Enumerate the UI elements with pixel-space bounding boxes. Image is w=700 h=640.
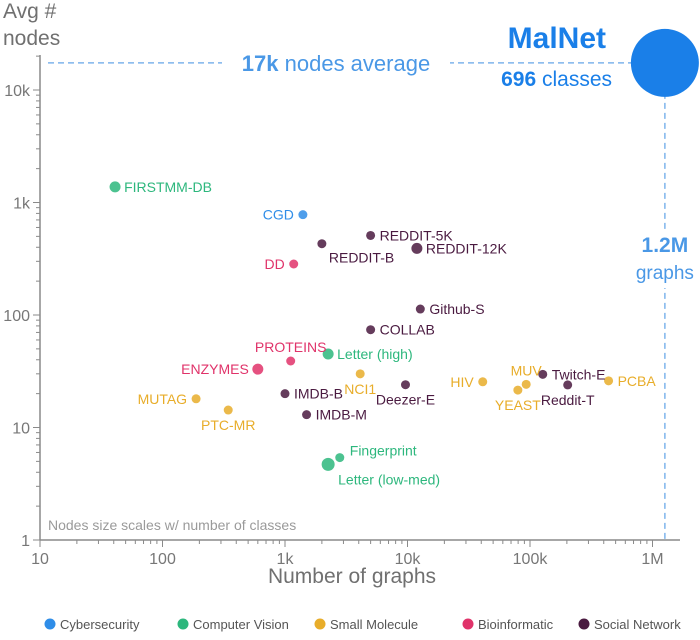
legend-swatch-small-molecule xyxy=(314,618,326,630)
label-collab: COLLAB xyxy=(380,322,435,338)
label-reddit-12k: REDDIT-12K xyxy=(426,240,508,256)
x-axis-title: Number of graphs xyxy=(268,565,436,588)
y-tick-label: 1 xyxy=(21,533,30,550)
point-mutag xyxy=(191,394,201,404)
label-deezer-e: Deezer-E xyxy=(376,392,435,408)
label-imdb-b: IMDB-B xyxy=(294,386,343,402)
data-labels: FIRSTMM-DB CGD REDDIT-5K REDDIT-B REDDIT-12K… xyxy=(124,179,656,488)
point-hiv xyxy=(478,377,488,387)
point-muv xyxy=(521,379,531,389)
avg-label-backing xyxy=(222,48,450,75)
label-twitch-e: Twitch-E xyxy=(552,366,606,382)
point-proteins xyxy=(286,356,296,366)
point-cgd xyxy=(298,210,308,220)
highlight-guides: 17k nodes average 1.2M graphs MalNet 696 cla… xyxy=(48,22,700,540)
label-proteins: PROTEINS xyxy=(255,339,327,355)
legend-label-cybersecurity: Cybersecurity xyxy=(60,617,140,632)
y-tick-label: 10k xyxy=(4,83,31,100)
label-reddit-5k: REDDIT-5K xyxy=(380,227,454,243)
graphs-label-backing xyxy=(624,232,700,288)
label-yeast: YEAST xyxy=(495,397,541,413)
legend-swatch-bioinformatic xyxy=(462,618,474,630)
x-tick-label: 10k xyxy=(395,551,422,568)
x-tick-label: 1M xyxy=(641,551,663,568)
x-tick-label: 1k xyxy=(277,551,295,568)
point-fingerprint xyxy=(335,453,345,463)
label-nci1: NCI1 xyxy=(344,381,376,397)
label-letter-low-med: Letter (low-med) xyxy=(338,471,440,487)
label-hiv: HIV xyxy=(450,374,474,390)
label-letter-high: Letter (high) xyxy=(337,346,412,362)
y-tick-label: 100 xyxy=(3,308,30,325)
label-reddit-t: Reddit-T xyxy=(541,392,595,408)
legend-swatch-computer-vision xyxy=(177,618,189,630)
point-enzymes xyxy=(252,363,264,375)
label-dd: DD xyxy=(264,256,284,272)
point-reddit-5k xyxy=(366,230,376,240)
point-malnet xyxy=(630,28,699,97)
x-tick-label: 100 xyxy=(149,551,176,568)
point-deezer-e xyxy=(400,380,410,390)
label-github-s: Github-S xyxy=(429,301,484,317)
point-reddit-12k xyxy=(411,242,423,254)
legend-label-small-molecule: Small Molecule xyxy=(330,617,418,632)
label-firstmm-db: FIRSTMM-DB xyxy=(124,179,212,195)
point-dd xyxy=(289,259,299,269)
point-ptc-mr xyxy=(223,405,233,415)
malnet-classes: 696 classes xyxy=(501,68,612,91)
point-reddit-t xyxy=(563,380,573,390)
y-axis-title-line1: Avg # xyxy=(3,0,57,23)
legend-label-computer-vision: Computer Vision xyxy=(193,617,289,632)
point-yeast xyxy=(513,385,523,395)
graphs-count-value: 1.2M xyxy=(642,234,689,257)
point-letter-high xyxy=(322,348,334,360)
label-reddit-b: REDDIT-B xyxy=(329,250,394,266)
size-note: Nodes size scales w/ number of classes xyxy=(48,517,296,533)
label-mutag: MUTAG xyxy=(138,391,188,407)
data-points xyxy=(109,28,699,471)
label-muv: MUV xyxy=(511,362,543,378)
x-tick-label: 10 xyxy=(31,551,49,568)
point-github-s xyxy=(415,304,425,314)
point-firstmm-db xyxy=(109,181,121,193)
y-tick-label: 10 xyxy=(12,421,30,438)
avg-nodes-label: 17k nodes average xyxy=(242,51,430,76)
point-twitch-e xyxy=(538,369,548,379)
graphs-count-text: graphs xyxy=(636,263,694,284)
y-tick-label: 1k xyxy=(13,196,31,213)
point-pcba xyxy=(604,376,614,386)
legend-swatch-cybersecurity xyxy=(44,618,56,630)
point-collab xyxy=(366,325,376,335)
point-nci1 xyxy=(355,369,365,379)
label-imdb-m: IMDB-M xyxy=(316,407,367,423)
legend-swatch-social-network xyxy=(578,618,590,630)
label-pcba: PCBA xyxy=(618,373,657,389)
legend: Cybersecurity Computer Vision Small Molecu… xyxy=(44,617,681,632)
label-ptc-mr: PTC-MR xyxy=(201,417,255,433)
point-imdb-m xyxy=(302,410,312,420)
point-letter-low-med xyxy=(321,457,335,471)
point-imdb-b xyxy=(280,389,290,399)
legend-label-bioinformatic: Bioinformatic xyxy=(478,617,554,632)
label-fingerprint: Fingerprint xyxy=(350,443,417,459)
label-cgd: CGD xyxy=(263,207,294,223)
legend-label-social-network: Social Network xyxy=(594,617,681,632)
label-enzymes: ENZYMES xyxy=(181,361,249,377)
y-axis-title-line2: nodes xyxy=(3,27,60,50)
x-tick-label: 100k xyxy=(513,551,549,568)
point-reddit-b xyxy=(317,239,327,249)
malnet-title: MalNet xyxy=(508,22,606,55)
